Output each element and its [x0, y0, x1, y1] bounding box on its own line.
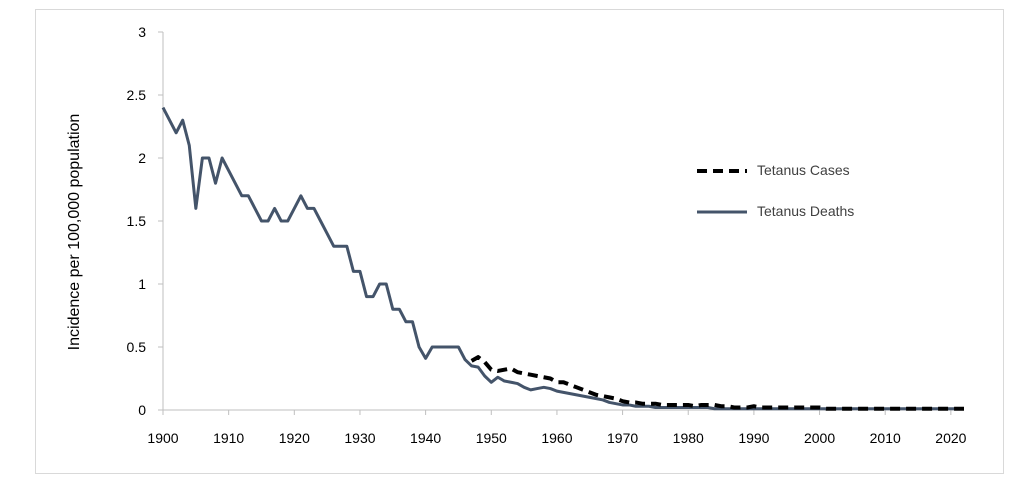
y-tick-label: 0.5 [127, 339, 147, 355]
x-tick-label: 1910 [213, 430, 244, 446]
y-tick-label: 2 [138, 150, 146, 166]
x-tick-label: 1950 [476, 430, 507, 446]
legend-label-tetanus-cases: Tetanus Cases [757, 162, 850, 178]
x-tick-label: 1900 [147, 430, 178, 446]
x-tick-label: 1920 [279, 430, 310, 446]
axes: 0 0.5 1 1.5 2 2.5 3 1900 1910 1920 1930 1940 1950 196… [127, 24, 967, 446]
series-line-tetanus-deaths [161, 106, 964, 411]
legend-label-tetanus-deaths: Tetanus Deaths [757, 203, 854, 219]
y-tick-label: 1.5 [127, 213, 147, 229]
x-tick-label: 2010 [870, 430, 901, 446]
series-line-tetanus-cases [470, 355, 964, 411]
x-tick-label: 1970 [607, 430, 638, 446]
x-tick-label: 2000 [804, 430, 835, 446]
x-tick-label: 1930 [344, 430, 375, 446]
legend: Tetanus Cases Tetanus Deaths [697, 162, 854, 219]
y-axis-label: Incidence per 100,000 population [66, 114, 83, 351]
x-tick-label: 2020 [935, 430, 966, 446]
y-tick-label: 0 [138, 402, 146, 418]
series-layer [161, 106, 964, 411]
y-tick-label: 1 [138, 276, 146, 292]
x-tick-label: 1940 [410, 430, 441, 446]
x-tick-label: 1980 [673, 430, 704, 446]
y-tick-label: 3 [138, 24, 146, 40]
chart-frame [35, 9, 1004, 474]
x-tick-label: 1990 [738, 430, 769, 446]
x-tick-label: 1960 [541, 430, 572, 446]
y-tick-label: 2.5 [127, 87, 147, 103]
